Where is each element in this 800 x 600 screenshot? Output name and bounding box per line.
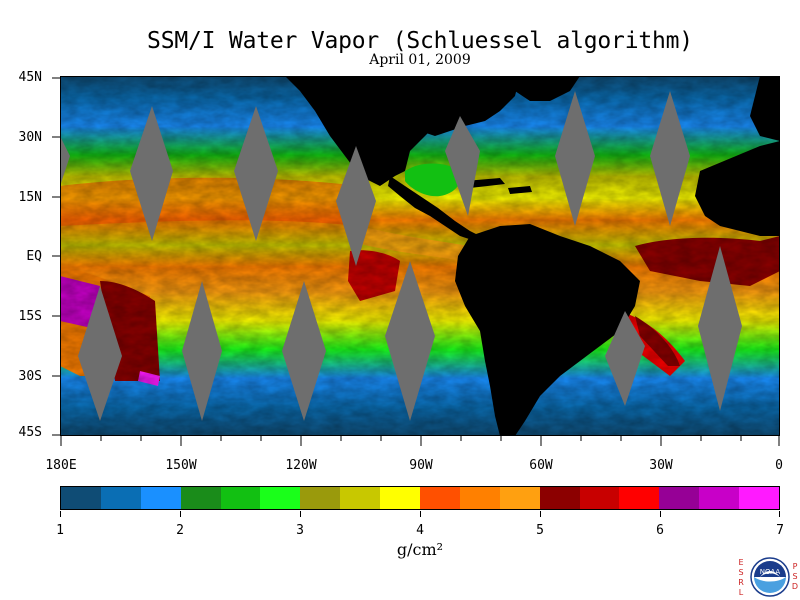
colorbar-cell xyxy=(260,487,301,509)
colorbar-cell xyxy=(459,487,500,509)
lon-label: 180E xyxy=(45,458,77,473)
orbit-gap xyxy=(385,261,435,421)
colorbar-label: 1 xyxy=(56,523,64,538)
colorbar-cell xyxy=(699,487,740,509)
colorbar-cell xyxy=(180,487,221,509)
map-date: April 01, 2009 xyxy=(369,52,471,68)
map-frame xyxy=(60,76,780,436)
colorbar-label: 7 xyxy=(776,523,784,538)
orbit-gap xyxy=(698,246,742,411)
colorbar-cell xyxy=(380,487,421,509)
lon-label: 0 xyxy=(775,458,783,473)
noaa-logo: E S R L NOAA P S D xyxy=(736,556,800,600)
gulf-of-mexico xyxy=(405,163,462,197)
noaa-emblem-icon: NOAA xyxy=(750,557,790,597)
map-title: SSM/I Water Vapor (Schluessel algorithm) xyxy=(147,28,693,54)
colorbar-cell xyxy=(140,487,181,509)
lon-label: 30W xyxy=(649,458,673,473)
lon-label: 90W xyxy=(409,458,433,473)
land-central-america xyxy=(388,176,480,241)
orbit-gap xyxy=(445,116,480,216)
colorbar-tick xyxy=(300,511,301,517)
lat-label: 15S xyxy=(18,309,42,324)
orbit-gap xyxy=(555,91,595,226)
colorbar-cell xyxy=(420,487,460,509)
lat-label: 45S xyxy=(18,425,42,440)
land-canada-east xyxy=(500,76,580,101)
colorbar-cell xyxy=(340,487,381,509)
orbit-gap xyxy=(78,286,122,421)
colorbar-cell xyxy=(739,487,780,509)
colorbar-cell xyxy=(100,487,141,509)
colorbar-tick xyxy=(540,511,541,517)
lat-label: 15N xyxy=(18,190,42,205)
logo-letter: R xyxy=(738,578,744,587)
colorbar-cell xyxy=(61,487,101,509)
lon-label: 120W xyxy=(285,458,317,473)
colorbar-cell xyxy=(300,487,341,509)
orbit-gap xyxy=(60,136,70,186)
colorbar-label: 6 xyxy=(656,523,664,538)
colorbar-label: 5 xyxy=(536,523,544,538)
orbit-gaps xyxy=(60,91,742,421)
colorbar-label: 3 xyxy=(296,523,304,538)
land-north-america xyxy=(285,76,780,186)
colorbar-label: 2 xyxy=(176,523,184,538)
lon-label: 60W xyxy=(529,458,553,473)
orbit-gap xyxy=(650,91,690,226)
land-north-america-east xyxy=(420,76,520,136)
logo-letter: P xyxy=(792,562,798,571)
map-canvas xyxy=(60,76,780,436)
colorbar-tick xyxy=(779,511,780,517)
land-europe xyxy=(750,76,780,141)
colorbar-cell xyxy=(220,487,261,509)
units-label: g/cm² xyxy=(396,540,444,559)
colorbar-cell xyxy=(499,487,540,509)
island-hispaniola xyxy=(508,186,532,194)
colorbar-tick xyxy=(420,511,421,517)
orbit-gap xyxy=(282,281,326,421)
logo-letter: S xyxy=(738,568,744,577)
colorbar-cell xyxy=(539,487,580,509)
lat-label: 30N xyxy=(18,130,42,145)
colorbar xyxy=(60,486,780,510)
island-cuba xyxy=(465,178,505,188)
orbit-gap xyxy=(182,281,222,421)
orbit-gap xyxy=(336,146,376,266)
colorbar-tick xyxy=(60,511,61,517)
colorbar-cell xyxy=(579,487,620,509)
orbit-gap xyxy=(234,106,278,241)
emblem-text: NOAA xyxy=(760,568,781,576)
water-vapor-map xyxy=(60,76,780,436)
lat-label: EQ xyxy=(26,249,42,264)
lat-label: 45N xyxy=(18,70,42,85)
lat-label: 30S xyxy=(18,369,42,384)
colorbar-tick xyxy=(180,511,181,517)
logo-letter: L xyxy=(738,588,744,597)
colorbar-cell xyxy=(659,487,700,509)
logo-letter: D xyxy=(791,582,799,591)
logo-letter: S xyxy=(792,572,798,581)
land-africa xyxy=(695,141,780,236)
colorbar-tick xyxy=(660,511,661,517)
orbit-gap xyxy=(130,106,173,241)
orbit-gap xyxy=(605,311,645,406)
logo-letter: E xyxy=(738,558,744,567)
colorbar-label: 4 xyxy=(416,523,424,538)
colorbar-cell xyxy=(619,487,660,509)
lon-label: 150W xyxy=(165,458,197,473)
land-south-america xyxy=(455,224,640,436)
